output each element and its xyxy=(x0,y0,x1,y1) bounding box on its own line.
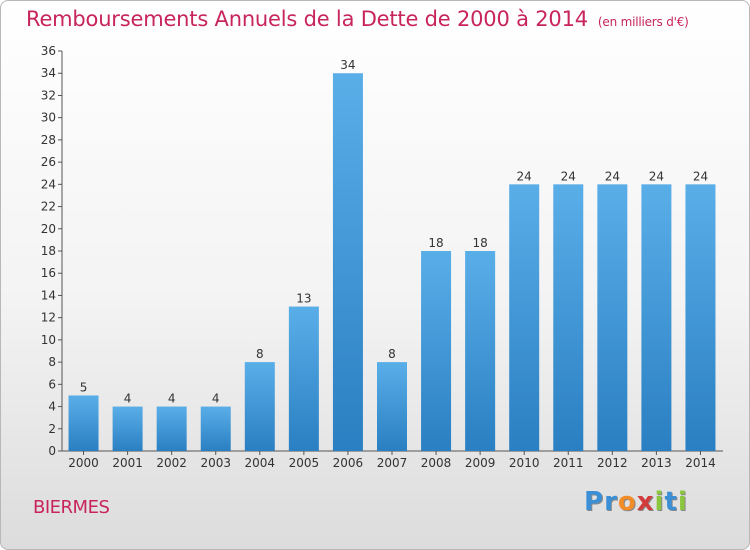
data-label: 13 xyxy=(296,292,311,306)
logo-letter: i xyxy=(677,487,688,517)
bar xyxy=(553,184,584,452)
y-tick-label: 34 xyxy=(41,66,56,80)
data-label: 24 xyxy=(649,169,664,183)
data-label: 18 xyxy=(428,236,443,250)
y-tick-label: 32 xyxy=(41,88,56,102)
chart-title: Remboursements Annuels de la Dette de 20… xyxy=(26,7,689,31)
bar xyxy=(68,395,99,451)
x-tick-label: 2014 xyxy=(685,456,716,470)
y-tick-label: 8 xyxy=(48,355,56,369)
x-tick-label: 2011 xyxy=(553,456,584,470)
y-tick-label: 14 xyxy=(41,288,56,302)
x-tick-label: 2013 xyxy=(641,456,672,470)
y-tick-label: 22 xyxy=(41,200,56,214)
bar xyxy=(597,184,628,452)
bar xyxy=(288,306,319,451)
x-tick-label: 2004 xyxy=(245,456,276,470)
chart-unit: (en milliers d'€) xyxy=(597,15,689,29)
x-tick-label: 2003 xyxy=(200,456,231,470)
x-tick-label: 2008 xyxy=(421,456,452,470)
bar xyxy=(332,73,363,451)
bar xyxy=(244,362,275,451)
y-tick-label: 30 xyxy=(41,111,56,125)
x-tick-label: 2002 xyxy=(156,456,187,470)
y-tick-label: 20 xyxy=(41,222,56,236)
bar xyxy=(685,184,716,452)
data-label: 8 xyxy=(256,347,264,361)
y-tick-label: 12 xyxy=(41,311,56,325)
logo-letter: o xyxy=(617,487,637,517)
y-tick-label: 24 xyxy=(41,177,56,191)
x-tick-label: 2012 xyxy=(597,456,628,470)
proxiti-logo: Proxiti xyxy=(584,487,688,517)
x-tick-label: 2010 xyxy=(509,456,540,470)
y-tick-label: 26 xyxy=(41,155,56,169)
y-tick-label: 28 xyxy=(41,133,56,147)
bar xyxy=(465,251,496,451)
bar xyxy=(509,184,540,452)
bar xyxy=(421,251,452,451)
data-label: 4 xyxy=(212,392,220,406)
y-tick-label: 6 xyxy=(48,377,56,391)
bar xyxy=(377,362,407,451)
y-tick-label: 0 xyxy=(48,444,56,458)
logo-letter: r xyxy=(604,487,618,517)
commune-name: BIERMES xyxy=(33,497,110,518)
y-tick-label: 4 xyxy=(48,400,56,414)
data-label: 34 xyxy=(340,58,355,72)
data-label: 24 xyxy=(693,169,708,183)
x-tick-label: 2000 xyxy=(68,456,99,470)
data-label: 24 xyxy=(605,169,620,183)
labels: 5 2000 4 2001 4 2002 4 2003 8 2004 13 2005 34 2006 8 20… xyxy=(68,58,715,470)
data-label: 24 xyxy=(561,169,576,183)
y-tick-label: 36 xyxy=(41,44,56,58)
data-label: 4 xyxy=(168,392,176,406)
x-tick-label: 2005 xyxy=(289,456,320,470)
bars xyxy=(68,73,716,452)
bar xyxy=(641,184,672,452)
y-tick-label: 18 xyxy=(41,244,56,258)
data-label: 8 xyxy=(388,347,396,361)
x-tick-label: 2006 xyxy=(333,456,364,470)
y-tick-label: 2 xyxy=(48,422,56,436)
logo-letter: x xyxy=(636,487,655,517)
x-tick-label: 2007 xyxy=(377,456,408,470)
bar xyxy=(200,406,231,451)
x-tick-label: 2001 xyxy=(112,456,143,470)
data-label: 4 xyxy=(124,392,132,406)
data-label: 5 xyxy=(80,380,88,394)
x-tick-label: 2009 xyxy=(465,456,496,470)
y-tick-label: 16 xyxy=(41,266,56,280)
logo-letter: P xyxy=(584,487,605,517)
logo-letter: t xyxy=(664,487,678,517)
bar xyxy=(156,406,187,451)
bar xyxy=(112,406,143,451)
data-label: 24 xyxy=(517,169,532,183)
logo-letter: i xyxy=(654,487,665,517)
chart-title-text: Remboursements Annuels de la Dette de 20… xyxy=(26,7,588,31)
data-label: 18 xyxy=(472,236,487,250)
y-tick-label: 10 xyxy=(41,333,56,347)
